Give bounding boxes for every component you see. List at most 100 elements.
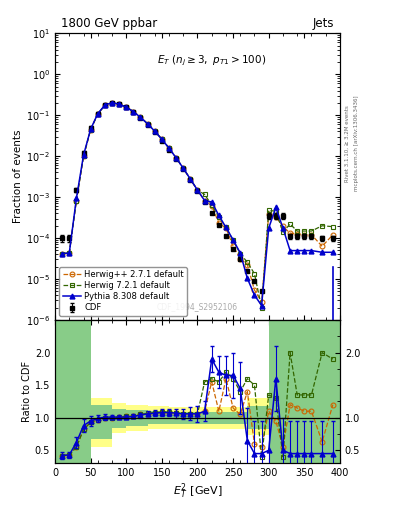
Herwig 7.2.1 default xyxy=(309,228,314,234)
Herwig 7.2.1 default xyxy=(160,136,164,142)
Herwig++ 2.7.1 default xyxy=(320,243,325,249)
Pythia 8.308 default xyxy=(81,152,86,158)
Herwig++ 2.7.1 default xyxy=(152,128,157,134)
Line: Herwig++ 2.7.1 default: Herwig++ 2.7.1 default xyxy=(60,100,335,305)
Herwig++ 2.7.1 default xyxy=(259,299,264,305)
Pythia 8.308 default xyxy=(288,247,292,253)
Herwig 7.2.1 default xyxy=(331,224,335,230)
Herwig++ 2.7.1 default xyxy=(81,154,86,160)
Herwig 7.2.1 default xyxy=(274,208,278,214)
Pythia 8.308 default xyxy=(259,303,264,309)
Pythia 8.308 default xyxy=(252,292,257,298)
Herwig 7.2.1 default xyxy=(188,176,193,182)
Herwig++ 2.7.1 default xyxy=(138,114,143,120)
Herwig 7.2.1 default xyxy=(124,104,129,110)
Pythia 8.308 default xyxy=(209,199,214,205)
Pythia 8.308 default xyxy=(309,247,314,253)
Herwig++ 2.7.1 default xyxy=(309,231,314,238)
Herwig 7.2.1 default xyxy=(60,250,64,257)
Herwig 7.2.1 default xyxy=(259,305,264,311)
Herwig++ 2.7.1 default xyxy=(231,243,235,249)
Herwig 7.2.1 default xyxy=(88,126,93,133)
Herwig 7.2.1 default xyxy=(181,165,185,171)
Herwig++ 2.7.1 default xyxy=(302,231,307,238)
Herwig 7.2.1 default xyxy=(131,109,136,115)
Pythia 8.308 default xyxy=(217,212,221,219)
Herwig++ 2.7.1 default xyxy=(60,250,64,257)
Herwig 7.2.1 default xyxy=(167,145,171,151)
Text: mcplots.cern.ch [arXiv:1306.3436]: mcplots.cern.ch [arXiv:1306.3436] xyxy=(354,96,359,191)
Pythia 8.308 default xyxy=(295,247,299,253)
Herwig 7.2.1 default xyxy=(224,224,228,230)
Pythia 8.308 default xyxy=(124,104,129,110)
Pythia 8.308 default xyxy=(131,109,136,115)
Herwig++ 2.7.1 default xyxy=(174,155,178,161)
Pythia 8.308 default xyxy=(195,187,200,193)
Herwig 7.2.1 default xyxy=(81,154,86,160)
Pythia 8.308 default xyxy=(281,225,285,231)
Herwig 7.2.1 default xyxy=(174,155,178,161)
Herwig++ 2.7.1 default xyxy=(224,225,228,231)
Pythia 8.308 default xyxy=(274,204,278,210)
Pythia 8.308 default xyxy=(152,128,157,134)
Herwig 7.2.1 default xyxy=(217,214,221,220)
Herwig 7.2.1 default xyxy=(138,114,143,120)
Herwig++ 2.7.1 default xyxy=(145,121,150,127)
Herwig 7.2.1 default xyxy=(110,100,114,106)
Herwig 7.2.1 default xyxy=(245,259,250,265)
Pythia 8.308 default xyxy=(245,275,250,282)
Pythia 8.308 default xyxy=(103,102,107,108)
Herwig 7.2.1 default xyxy=(209,202,214,208)
Pythia 8.308 default xyxy=(110,100,114,106)
Herwig++ 2.7.1 default xyxy=(281,223,285,229)
Herwig 7.2.1 default xyxy=(195,187,200,193)
Pythia 8.308 default xyxy=(160,136,164,142)
Herwig++ 2.7.1 default xyxy=(209,203,214,209)
Pythia 8.308 default xyxy=(145,121,150,127)
Herwig++ 2.7.1 default xyxy=(95,111,100,117)
Pythia 8.308 default xyxy=(95,111,100,117)
Herwig++ 2.7.1 default xyxy=(238,255,242,262)
Herwig++ 2.7.1 default xyxy=(288,230,292,236)
Herwig++ 2.7.1 default xyxy=(74,198,79,204)
Herwig++ 2.7.1 default xyxy=(266,211,271,217)
Pythia 8.308 default xyxy=(188,176,193,182)
Herwig 7.2.1 default xyxy=(231,237,235,243)
Herwig 7.2.1 default xyxy=(74,198,79,204)
Pythia 8.308 default xyxy=(74,196,79,202)
Herwig++ 2.7.1 default xyxy=(274,214,278,220)
Herwig++ 2.7.1 default xyxy=(295,231,299,237)
Pythia 8.308 default xyxy=(181,165,185,171)
Herwig 7.2.1 default xyxy=(67,250,72,256)
Herwig++ 2.7.1 default xyxy=(188,176,193,182)
Pythia 8.308 default xyxy=(231,237,235,243)
Herwig 7.2.1 default xyxy=(145,121,150,127)
Herwig++ 2.7.1 default xyxy=(167,145,171,151)
Herwig 7.2.1 default xyxy=(152,128,157,134)
Herwig++ 2.7.1 default xyxy=(245,262,250,268)
Herwig++ 2.7.1 default xyxy=(160,136,164,142)
Pythia 8.308 default xyxy=(88,126,93,132)
Pythia 8.308 default xyxy=(174,155,178,161)
Pythia 8.308 default xyxy=(138,114,143,120)
Pythia 8.308 default xyxy=(167,145,171,151)
Herwig 7.2.1 default xyxy=(295,228,299,234)
Herwig++ 2.7.1 default xyxy=(252,287,257,293)
X-axis label: $E_T^2\ \mathrm{[GeV]}$: $E_T^2\ \mathrm{[GeV]}$ xyxy=(173,481,222,501)
Herwig++ 2.7.1 default xyxy=(331,232,335,238)
Text: Rivet 3.1.10, ≥ 3.2M events: Rivet 3.1.10, ≥ 3.2M events xyxy=(345,105,349,182)
Pythia 8.308 default xyxy=(266,225,271,231)
Pythia 8.308 default xyxy=(302,247,307,253)
Herwig 7.2.1 default xyxy=(103,102,107,109)
Pythia 8.308 default xyxy=(117,101,121,107)
Herwig++ 2.7.1 default xyxy=(217,220,221,226)
Pythia 8.308 default xyxy=(224,224,228,230)
Herwig++ 2.7.1 default xyxy=(67,250,72,256)
Herwig++ 2.7.1 default xyxy=(131,109,136,115)
Legend: Herwig++ 2.7.1 default, Herwig 7.2.1 default, Pythia 8.308 default, CDF: Herwig++ 2.7.1 default, Herwig 7.2.1 def… xyxy=(59,267,187,316)
Herwig 7.2.1 default xyxy=(202,191,207,198)
Herwig++ 2.7.1 default xyxy=(202,198,207,204)
Pythia 8.308 default xyxy=(238,250,242,256)
Herwig++ 2.7.1 default xyxy=(181,165,185,172)
Herwig++ 2.7.1 default xyxy=(103,102,107,109)
